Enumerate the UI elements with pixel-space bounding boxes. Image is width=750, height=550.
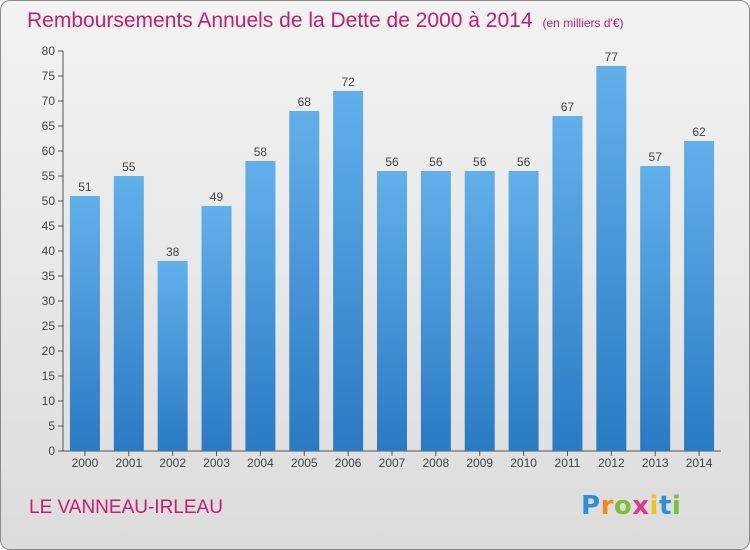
- bar: [245, 161, 276, 451]
- bar: [289, 111, 320, 451]
- bar: [113, 176, 144, 451]
- x-tick-label: 2006: [335, 456, 362, 470]
- y-tick-label: 50: [42, 194, 56, 208]
- x-tick-label: 2008: [423, 456, 450, 470]
- y-tick-label: 45: [42, 219, 56, 233]
- y-tick-label: 0: [48, 444, 55, 458]
- chart-title: Remboursements Annuels de la Dette de 20…: [27, 9, 533, 32]
- y-tick-label: 80: [42, 44, 56, 58]
- bar: [508, 171, 539, 451]
- x-tick-label: 2005: [291, 456, 318, 470]
- y-tick-label: 35: [42, 269, 56, 283]
- bar-value-label: 56: [517, 155, 531, 169]
- x-tick-label: 2004: [247, 456, 274, 470]
- y-tick-label: 55: [42, 169, 56, 183]
- bar: [552, 116, 583, 451]
- x-tick-label: 2012: [598, 456, 625, 470]
- y-tick-label: 65: [42, 119, 56, 133]
- y-tick-label: 75: [42, 69, 56, 83]
- y-tick-label: 70: [42, 94, 56, 108]
- bar-value-label: 55: [122, 160, 136, 174]
- y-tick-label: 15: [42, 369, 56, 383]
- bar: [684, 141, 715, 451]
- y-tick-label: 10: [42, 394, 56, 408]
- bar-value-label: 51: [78, 180, 92, 194]
- bar-value-label: 72: [341, 75, 355, 89]
- x-tick-label: 2007: [379, 456, 406, 470]
- bar-value-label: 77: [605, 50, 619, 64]
- y-tick-label: 40: [42, 244, 56, 258]
- x-tick-label: 2003: [203, 456, 230, 470]
- x-tick-label: 2010: [510, 456, 537, 470]
- x-tick-label: 2014: [686, 456, 713, 470]
- y-tick-label: 30: [42, 294, 56, 308]
- x-tick-label: 2011: [555, 456, 581, 470]
- x-tick-label: 2002: [159, 456, 186, 470]
- bar-value-label: 56: [385, 155, 399, 169]
- x-tick-label: 2001: [115, 456, 142, 470]
- bar: [464, 171, 495, 451]
- bar-value-label: 38: [166, 245, 180, 259]
- y-tick-label: 25: [42, 319, 56, 333]
- bar-value-label: 56: [473, 155, 487, 169]
- bar: [69, 196, 100, 451]
- y-tick-label: 20: [42, 344, 56, 358]
- place-name: LE VANNEAU-IRLEAU: [29, 497, 223, 518]
- x-tick-label: 2013: [642, 456, 669, 470]
- proxiti-logo: Proxiti: [581, 491, 682, 521]
- bar-value-label: 49: [210, 190, 224, 204]
- bar: [333, 91, 364, 451]
- x-tick-label: 2000: [72, 456, 99, 470]
- y-tick-label: 60: [42, 144, 56, 158]
- chart-subtitle: (en milliers d'€): [542, 16, 624, 30]
- bar: [157, 261, 188, 451]
- bars: [69, 66, 715, 451]
- bar: [596, 66, 627, 451]
- y-tick-label: 5: [48, 419, 55, 433]
- bar-value-label: 67: [561, 100, 575, 114]
- bar-value-label: 56: [429, 155, 443, 169]
- bar-value-label: 68: [298, 95, 312, 109]
- bar-value-label: 62: [692, 125, 706, 139]
- bar: [420, 171, 451, 451]
- value-labels: 51 55 38 49 58 68 72 56 56 56 56 67 77 57 62: [78, 50, 706, 259]
- bar-value-label: 58: [254, 145, 268, 159]
- title-row: Remboursements Annuels de la Dette de 20…: [27, 9, 624, 33]
- bar: [640, 166, 671, 451]
- bar: [377, 171, 407, 451]
- bar: [201, 206, 232, 451]
- x-tick-label: 2009: [466, 456, 493, 470]
- bar-value-label: 57: [649, 150, 663, 164]
